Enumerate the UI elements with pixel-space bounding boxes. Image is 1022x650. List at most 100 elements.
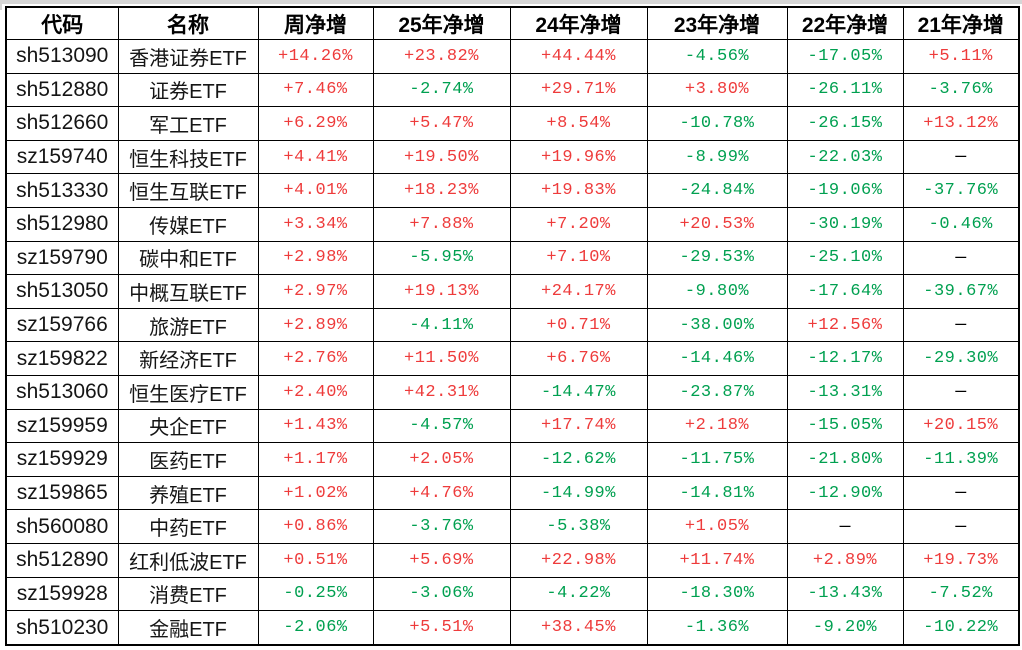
cell-code: sh512880 [5, 72, 119, 108]
cell-code: sh513050 [5, 274, 119, 309]
cell-y24: -4.22% [509, 576, 648, 612]
cell-y22: -12.17% [786, 341, 904, 376]
table-row: sz159865 养殖ETF +1.02% +4.76% -14.99% -14.81% -… [5, 475, 1020, 511]
column-header-y23: 23年净增 [646, 6, 788, 40]
cell-name: 新经济ETF [117, 341, 259, 376]
cell-y23: -8.99% [646, 139, 788, 175]
cell-y24: +19.96% [509, 139, 648, 175]
cell-week: +1.17% [257, 442, 374, 477]
cell-week: +2.40% [257, 374, 374, 410]
cell-y23: -1.36% [646, 610, 788, 646]
table-row: sh513060 恒生医疗ETF +2.40% +42.31% -14.47% -23.8… [5, 374, 1020, 410]
cell-y25: +18.23% [372, 173, 511, 208]
cell-y23: -4.56% [646, 39, 788, 74]
cell-name: 旅游ETF [117, 307, 259, 343]
cell-y23: -18.30% [646, 576, 788, 612]
cell-y22: +2.89% [786, 542, 904, 578]
table-row: sh512980 传媒ETF +3.34% +7.88% +7.20% +20.53% -3… [5, 206, 1020, 242]
cell-y25: -2.74% [372, 72, 511, 108]
header-row: 代码 名称 周净增 25年净增 24年净增 23年净增 22年净增 21年净增 [5, 6, 1020, 40]
cell-y21: -10.22% [902, 610, 1020, 646]
cell-code: sh510230 [5, 610, 119, 646]
cell-y25: -3.76% [372, 509, 511, 544]
cell-y21: -3.76% [902, 72, 1020, 108]
cell-code: sh513060 [5, 374, 119, 410]
cell-y25: +4.76% [372, 475, 511, 511]
cell-code: sh512890 [5, 542, 119, 578]
cell-name: 消费ETF [117, 576, 259, 612]
cell-week: +0.51% [257, 542, 374, 578]
column-header-y21: 21年净增 [902, 6, 1020, 40]
column-header-y22: 22年净增 [786, 6, 904, 40]
column-header-week: 周净增 [257, 6, 374, 40]
cell-y22: +12.56% [786, 307, 904, 343]
cell-week: +2.97% [257, 274, 374, 309]
cell-y24: +0.71% [509, 307, 648, 343]
cell-week: +2.89% [257, 307, 374, 343]
cell-code: sz159766 [5, 307, 119, 343]
table-row: sz159959 央企ETF +1.43% -4.57% +17.74% +2.18% -1… [5, 408, 1020, 444]
cell-y22: -17.05% [786, 39, 904, 74]
cell-y24: +19.83% [509, 173, 648, 208]
cell-week: +0.86% [257, 509, 374, 544]
cell-code: sh560080 [5, 509, 119, 544]
cell-week: +14.26% [257, 39, 374, 74]
cell-code: sh512660 [5, 106, 119, 141]
cell-y23: +11.74% [646, 542, 788, 578]
cell-y23: -14.81% [646, 475, 788, 511]
cell-y23: -11.75% [646, 442, 788, 477]
cell-name: 恒生医疗ETF [117, 374, 259, 410]
cell-y21: -39.67% [902, 274, 1020, 309]
cell-code: sz159929 [5, 442, 119, 477]
cell-y23: -14.46% [646, 341, 788, 376]
cell-y23: -29.53% [646, 240, 788, 276]
cell-y22: -22.03% [786, 139, 904, 175]
cell-code: sh513090 [5, 39, 119, 74]
cell-y24: +38.45% [509, 610, 648, 646]
cell-code: sz159740 [5, 139, 119, 175]
cell-y23: +2.18% [646, 408, 788, 444]
cell-y23: +1.05% [646, 509, 788, 544]
cell-y24: -12.62% [509, 442, 648, 477]
cell-y21: -11.39% [902, 442, 1020, 477]
cell-y24: -14.99% [509, 475, 648, 511]
cell-week: +7.46% [257, 72, 374, 108]
cell-y22: -15.05% [786, 408, 904, 444]
table-row: sz159929 医药ETF +1.17% +2.05% -12.62% -11.75% -… [5, 442, 1020, 477]
cell-name: 军工ETF [117, 106, 259, 141]
cell-code: sz159959 [5, 408, 119, 444]
cell-name: 红利低波ETF [117, 542, 259, 578]
cell-name: 中药ETF [117, 509, 259, 544]
table-row: sh512890 红利低波ETF +0.51% +5.69% +22.98% +11.74… [5, 542, 1020, 578]
cell-name: 证券ETF [117, 72, 259, 108]
cell-y25: +19.50% [372, 139, 511, 175]
cell-week: -2.06% [257, 610, 374, 646]
cell-name: 金融ETF [117, 610, 259, 646]
cell-y24: +29.71% [509, 72, 648, 108]
cell-y25: +5.51% [372, 610, 511, 646]
cell-name: 碳中和ETF [117, 240, 259, 276]
cell-code: sz159822 [5, 341, 119, 376]
cell-week: +2.76% [257, 341, 374, 376]
cell-week: -0.25% [257, 576, 374, 612]
cell-y23: +20.53% [646, 206, 788, 242]
cell-code: sh512980 [5, 206, 119, 242]
table-row: sz159822 新经济ETF +2.76% +11.50% +6.76% -14.46%… [5, 341, 1020, 376]
cell-y24: +7.20% [509, 206, 648, 242]
cell-y24: +17.74% [509, 408, 648, 444]
cell-code: sz159928 [5, 576, 119, 612]
cell-code: sz159865 [5, 475, 119, 511]
cell-week: +6.29% [257, 106, 374, 141]
cell-name: 恒生互联ETF [117, 173, 259, 208]
cell-y25: +5.47% [372, 106, 511, 141]
table-row: sz159766 旅游ETF +2.89% -4.11% +0.71% -38.00% +1… [5, 307, 1020, 343]
cell-name: 养殖ETF [117, 475, 259, 511]
column-header-y24: 24年净增 [509, 6, 648, 40]
table-row: sz159740 恒生科技ETF +4.41% +19.50% +19.96% -8.99… [5, 139, 1020, 175]
cell-y22: -21.80% [786, 442, 904, 477]
table-row: sz159928 消费ETF -0.25% -3.06% -4.22% -18.30% -1… [5, 576, 1020, 612]
cell-y24: +8.54% [509, 106, 648, 141]
cell-y24: +7.10% [509, 240, 648, 276]
cell-y22: -13.31% [786, 374, 904, 410]
table-row: sh513050 中概互联ETF +2.97% +19.13% +24.17% -9.80… [5, 274, 1020, 309]
